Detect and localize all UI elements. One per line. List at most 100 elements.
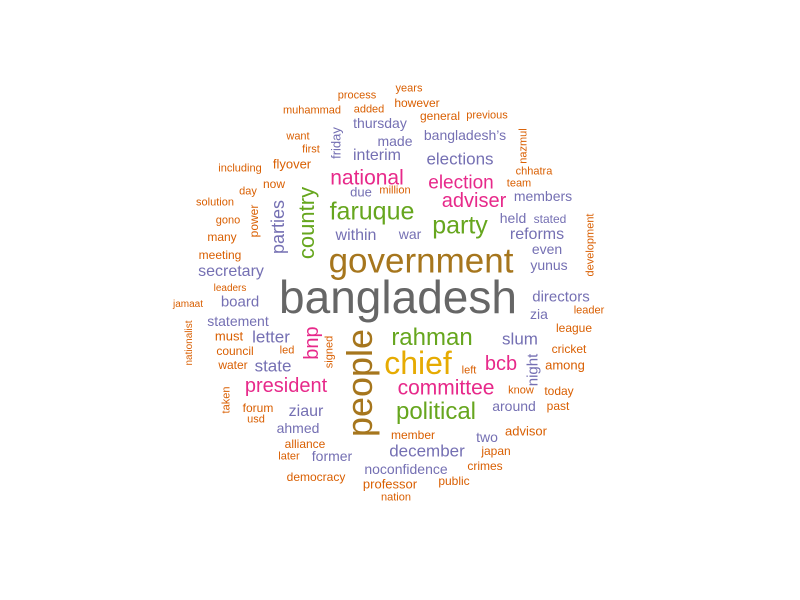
word-reforms: reforms [509,226,565,243]
word-rahman: rahman [391,324,473,351]
word-made: made [377,133,413,149]
word-water: water [218,358,248,372]
word-gono: gono [215,214,241,227]
word-crimes: crimes [467,459,503,473]
word-advisor: advisor [505,423,547,439]
word-country: country [294,186,319,260]
word-night: night [524,353,542,387]
word-members: members [513,188,573,204]
word-thursday: thursday [353,115,407,131]
word-president: president [244,375,328,397]
word-council: council [216,344,254,358]
word-later: later [278,450,300,463]
word-two: two [476,429,498,445]
word-flyover: flyover [272,156,312,172]
word-left: left [461,364,477,377]
word-friday: friday [328,127,344,159]
word-past: past [546,399,570,413]
word-meeting: meeting [198,248,242,262]
word-party: party [432,211,488,240]
word-bangladeshs: bangladesh’s [423,127,507,143]
word-democracy: democracy [286,470,346,484]
word-must: must [214,328,244,344]
word-held: held [499,210,527,226]
word-elections: elections [426,149,494,169]
word-development: development [584,213,597,277]
word-taken: taken [220,386,233,414]
word-power: power [247,204,261,238]
word-cricket: cricket [551,342,587,356]
word-previous: previous [466,109,508,122]
word-bnp: bnp [301,326,323,360]
word-know: know [508,384,534,397]
word-bcb: bcb [484,353,518,375]
word-member: member [390,428,436,442]
word-ziaur: ziaur [288,403,324,420]
word-committee: committee [397,376,495,400]
word-today: today [544,384,574,398]
word-secretary: secretary [198,263,264,280]
word-led: led [279,344,295,357]
word-leaders: leaders [213,283,247,294]
word-public: public [438,474,470,488]
word-slum: slum [502,329,538,349]
word-faruque: faruque [329,197,415,226]
word-many: many [207,230,237,244]
word-letter: letter [252,327,290,347]
word-solution: solution [196,196,234,209]
word-league: league [555,321,593,335]
word-adviser: adviser [441,190,507,212]
word-professor: professor [362,476,418,492]
word-million: million [379,184,411,197]
word-statement: statement [207,313,269,329]
word-december: december [389,441,465,461]
word-parties: parties [268,199,288,255]
word-nationalist: nationalist [184,320,195,366]
word-zia: zia [530,306,548,322]
word-japan: japan [481,444,511,458]
word-ahmed: ahmed [276,420,320,436]
word-however: however [394,96,440,110]
word-stated: stated [533,212,567,226]
word-nation: nation [381,491,411,504]
word-among: among [545,357,585,373]
word-bangladesh: bangladesh [279,271,517,323]
word-general: general [419,109,461,123]
word-interim: interim [352,147,402,164]
word-chhatra: chhatra [515,165,553,178]
word-chief: chief [384,345,452,381]
word-signed: signed [323,335,336,369]
word-political: political [395,398,477,425]
word-national: national [330,166,404,190]
word-first: first [302,143,320,156]
word-process: process [337,89,377,102]
word-election: election [428,172,494,194]
word-now: now [262,177,286,191]
word-noconfidence: noconfidence [364,461,448,477]
word-day: day [239,185,257,198]
word-government: government [328,241,514,281]
word-nazmul: nazmul [517,128,530,164]
word-muhammad: muhammad [282,104,342,117]
word-jamaat: jamaat [172,299,204,310]
word-people: people [339,328,380,438]
word-former: former [311,448,353,464]
word-usd: usd [247,413,265,426]
word-added: added [353,103,385,116]
word-around: around [492,398,536,414]
word-team: team [506,177,532,190]
word-yunus: yunus [530,257,568,273]
word-war: war [398,226,422,242]
word-board: board [220,293,260,311]
word-leader: leader [573,304,605,317]
word-years: years [395,82,423,95]
word-due: due [350,184,372,200]
word-even: even [531,241,563,257]
word-state: state [254,356,292,376]
word-alliance: alliance [284,437,326,451]
word-within: within [335,227,377,244]
word-directors: directors [532,288,590,306]
word-forum: forum [242,401,274,415]
word-want: want [286,130,310,143]
